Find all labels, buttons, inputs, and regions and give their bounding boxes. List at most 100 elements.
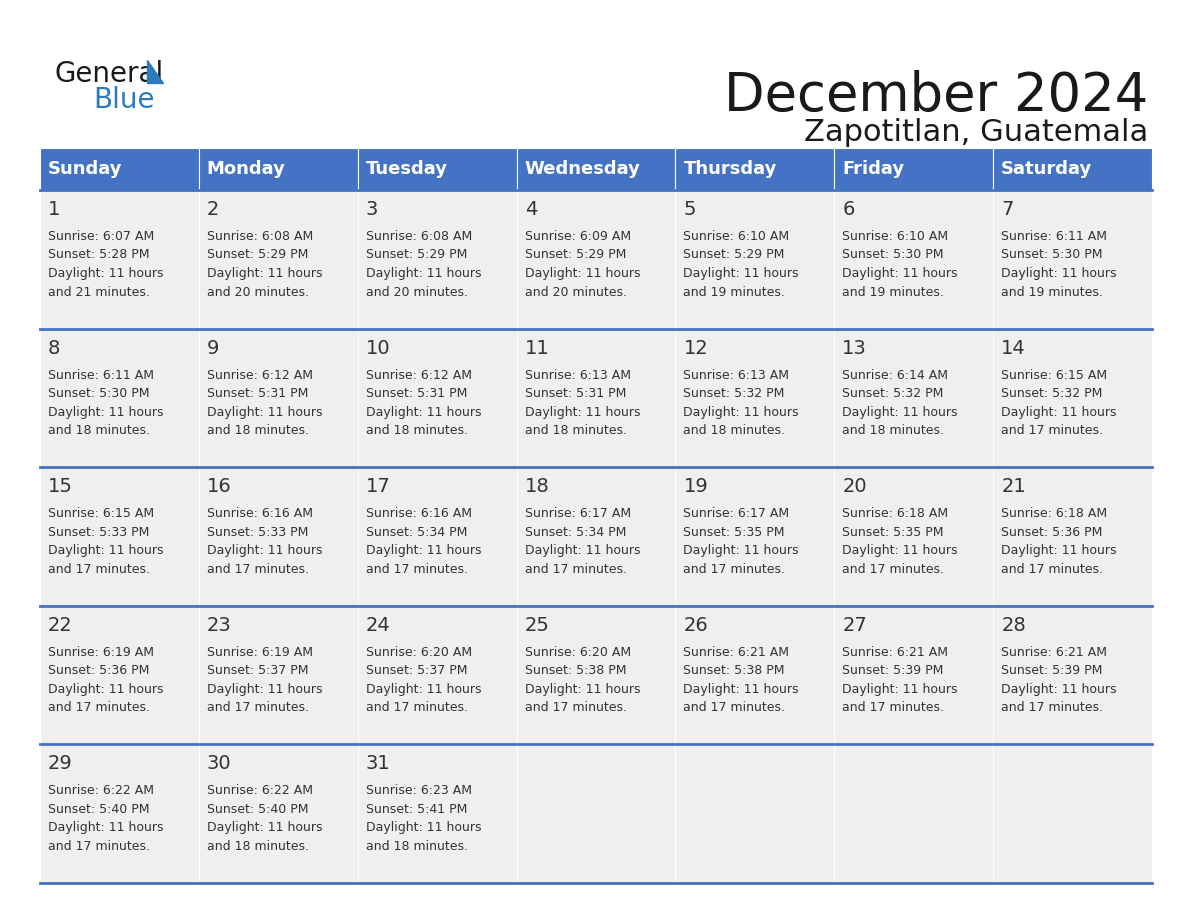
Text: Sunrise: 6:11 AM: Sunrise: 6:11 AM bbox=[1001, 230, 1107, 243]
Text: and 17 minutes.: and 17 minutes. bbox=[48, 563, 150, 576]
Bar bbox=[40, 744, 198, 883]
Bar bbox=[517, 467, 676, 606]
Bar bbox=[517, 606, 676, 744]
Text: Daylight: 11 hours: Daylight: 11 hours bbox=[683, 544, 798, 557]
Bar bbox=[834, 744, 993, 883]
Text: Daylight: 11 hours: Daylight: 11 hours bbox=[842, 544, 958, 557]
Text: and 17 minutes.: and 17 minutes. bbox=[48, 840, 150, 853]
Text: Daylight: 11 hours: Daylight: 11 hours bbox=[207, 544, 322, 557]
Bar bbox=[40, 329, 198, 467]
Text: Sunrise: 6:20 AM: Sunrise: 6:20 AM bbox=[525, 645, 631, 659]
Text: Sunrise: 6:17 AM: Sunrise: 6:17 AM bbox=[683, 508, 790, 521]
Bar bbox=[198, 467, 358, 606]
Bar bbox=[198, 148, 358, 190]
Text: 11: 11 bbox=[525, 339, 549, 358]
Text: Daylight: 11 hours: Daylight: 11 hours bbox=[525, 544, 640, 557]
Text: Monday: Monday bbox=[207, 160, 286, 178]
Bar bbox=[198, 606, 358, 744]
Text: and 17 minutes.: and 17 minutes. bbox=[366, 563, 468, 576]
Text: Daylight: 11 hours: Daylight: 11 hours bbox=[842, 267, 958, 280]
Text: 5: 5 bbox=[683, 200, 696, 219]
Text: 30: 30 bbox=[207, 755, 232, 773]
Text: Sunday: Sunday bbox=[48, 160, 122, 178]
Text: 21: 21 bbox=[1001, 477, 1026, 497]
Bar bbox=[676, 148, 834, 190]
Text: 25: 25 bbox=[525, 616, 549, 635]
Bar bbox=[676, 744, 834, 883]
Text: Sunset: 5:31 PM: Sunset: 5:31 PM bbox=[525, 387, 626, 400]
Text: Sunrise: 6:12 AM: Sunrise: 6:12 AM bbox=[207, 369, 312, 382]
Text: Sunset: 5:29 PM: Sunset: 5:29 PM bbox=[366, 249, 467, 262]
Bar bbox=[993, 606, 1152, 744]
Text: Sunset: 5:34 PM: Sunset: 5:34 PM bbox=[525, 526, 626, 539]
Text: and 18 minutes.: and 18 minutes. bbox=[366, 840, 468, 853]
Text: Sunset: 5:40 PM: Sunset: 5:40 PM bbox=[207, 803, 309, 816]
Text: 12: 12 bbox=[683, 339, 708, 358]
Bar bbox=[993, 329, 1152, 467]
Text: Sunset: 5:32 PM: Sunset: 5:32 PM bbox=[1001, 387, 1102, 400]
Text: Sunset: 5:32 PM: Sunset: 5:32 PM bbox=[842, 387, 943, 400]
Bar bbox=[358, 467, 517, 606]
Text: Daylight: 11 hours: Daylight: 11 hours bbox=[48, 267, 164, 280]
Text: 6: 6 bbox=[842, 200, 854, 219]
Text: Sunset: 5:33 PM: Sunset: 5:33 PM bbox=[207, 526, 308, 539]
Text: Daylight: 11 hours: Daylight: 11 hours bbox=[1001, 267, 1117, 280]
Text: Daylight: 11 hours: Daylight: 11 hours bbox=[683, 267, 798, 280]
Text: Sunrise: 6:19 AM: Sunrise: 6:19 AM bbox=[207, 645, 312, 659]
Text: Daylight: 11 hours: Daylight: 11 hours bbox=[366, 544, 481, 557]
Text: Sunrise: 6:22 AM: Sunrise: 6:22 AM bbox=[48, 784, 154, 798]
Text: 4: 4 bbox=[525, 200, 537, 219]
Text: Sunset: 5:34 PM: Sunset: 5:34 PM bbox=[366, 526, 467, 539]
Text: and 17 minutes.: and 17 minutes. bbox=[683, 563, 785, 576]
Text: 14: 14 bbox=[1001, 339, 1026, 358]
Bar bbox=[198, 744, 358, 883]
Text: Daylight: 11 hours: Daylight: 11 hours bbox=[366, 406, 481, 419]
Text: Daylight: 11 hours: Daylight: 11 hours bbox=[207, 683, 322, 696]
Text: Daylight: 11 hours: Daylight: 11 hours bbox=[683, 683, 798, 696]
Text: Sunset: 5:29 PM: Sunset: 5:29 PM bbox=[683, 249, 785, 262]
Text: 1: 1 bbox=[48, 200, 61, 219]
Text: Sunset: 5:40 PM: Sunset: 5:40 PM bbox=[48, 803, 150, 816]
Text: and 18 minutes.: and 18 minutes. bbox=[366, 424, 468, 437]
Bar bbox=[834, 606, 993, 744]
Text: 13: 13 bbox=[842, 339, 867, 358]
Bar bbox=[358, 744, 517, 883]
Text: Sunrise: 6:21 AM: Sunrise: 6:21 AM bbox=[1001, 645, 1107, 659]
Text: Daylight: 11 hours: Daylight: 11 hours bbox=[207, 406, 322, 419]
Text: General: General bbox=[55, 60, 164, 88]
Text: Sunrise: 6:15 AM: Sunrise: 6:15 AM bbox=[48, 508, 154, 521]
Text: 2: 2 bbox=[207, 200, 220, 219]
Bar bbox=[676, 606, 834, 744]
Bar bbox=[834, 190, 993, 329]
Text: Sunrise: 6:18 AM: Sunrise: 6:18 AM bbox=[1001, 508, 1107, 521]
Text: Sunset: 5:30 PM: Sunset: 5:30 PM bbox=[842, 249, 943, 262]
Text: and 21 minutes.: and 21 minutes. bbox=[48, 285, 150, 298]
Text: 17: 17 bbox=[366, 477, 391, 497]
Text: Daylight: 11 hours: Daylight: 11 hours bbox=[842, 683, 958, 696]
Text: Wednesday: Wednesday bbox=[525, 160, 640, 178]
Text: Sunrise: 6:10 AM: Sunrise: 6:10 AM bbox=[683, 230, 790, 243]
Text: Zapotitlan, Guatemala: Zapotitlan, Guatemala bbox=[804, 118, 1148, 147]
Text: Tuesday: Tuesday bbox=[366, 160, 448, 178]
Bar bbox=[358, 190, 517, 329]
Text: and 17 minutes.: and 17 minutes. bbox=[366, 701, 468, 714]
Text: Daylight: 11 hours: Daylight: 11 hours bbox=[1001, 683, 1117, 696]
Text: Sunrise: 6:10 AM: Sunrise: 6:10 AM bbox=[842, 230, 948, 243]
Text: Daylight: 11 hours: Daylight: 11 hours bbox=[366, 683, 481, 696]
Bar bbox=[517, 744, 676, 883]
Text: Sunrise: 6:13 AM: Sunrise: 6:13 AM bbox=[683, 369, 790, 382]
Text: Daylight: 11 hours: Daylight: 11 hours bbox=[525, 267, 640, 280]
Text: Sunset: 5:32 PM: Sunset: 5:32 PM bbox=[683, 387, 785, 400]
Text: Sunrise: 6:14 AM: Sunrise: 6:14 AM bbox=[842, 369, 948, 382]
Text: Saturday: Saturday bbox=[1001, 160, 1093, 178]
Text: Daylight: 11 hours: Daylight: 11 hours bbox=[683, 406, 798, 419]
Text: and 17 minutes.: and 17 minutes. bbox=[842, 701, 944, 714]
Text: Sunset: 5:37 PM: Sunset: 5:37 PM bbox=[366, 665, 467, 677]
Text: December 2024: December 2024 bbox=[723, 70, 1148, 122]
Text: Sunset: 5:35 PM: Sunset: 5:35 PM bbox=[842, 526, 943, 539]
Text: Sunset: 5:30 PM: Sunset: 5:30 PM bbox=[48, 387, 150, 400]
Text: Sunrise: 6:16 AM: Sunrise: 6:16 AM bbox=[207, 508, 312, 521]
Bar bbox=[517, 329, 676, 467]
Bar bbox=[198, 329, 358, 467]
Text: Sunrise: 6:18 AM: Sunrise: 6:18 AM bbox=[842, 508, 948, 521]
